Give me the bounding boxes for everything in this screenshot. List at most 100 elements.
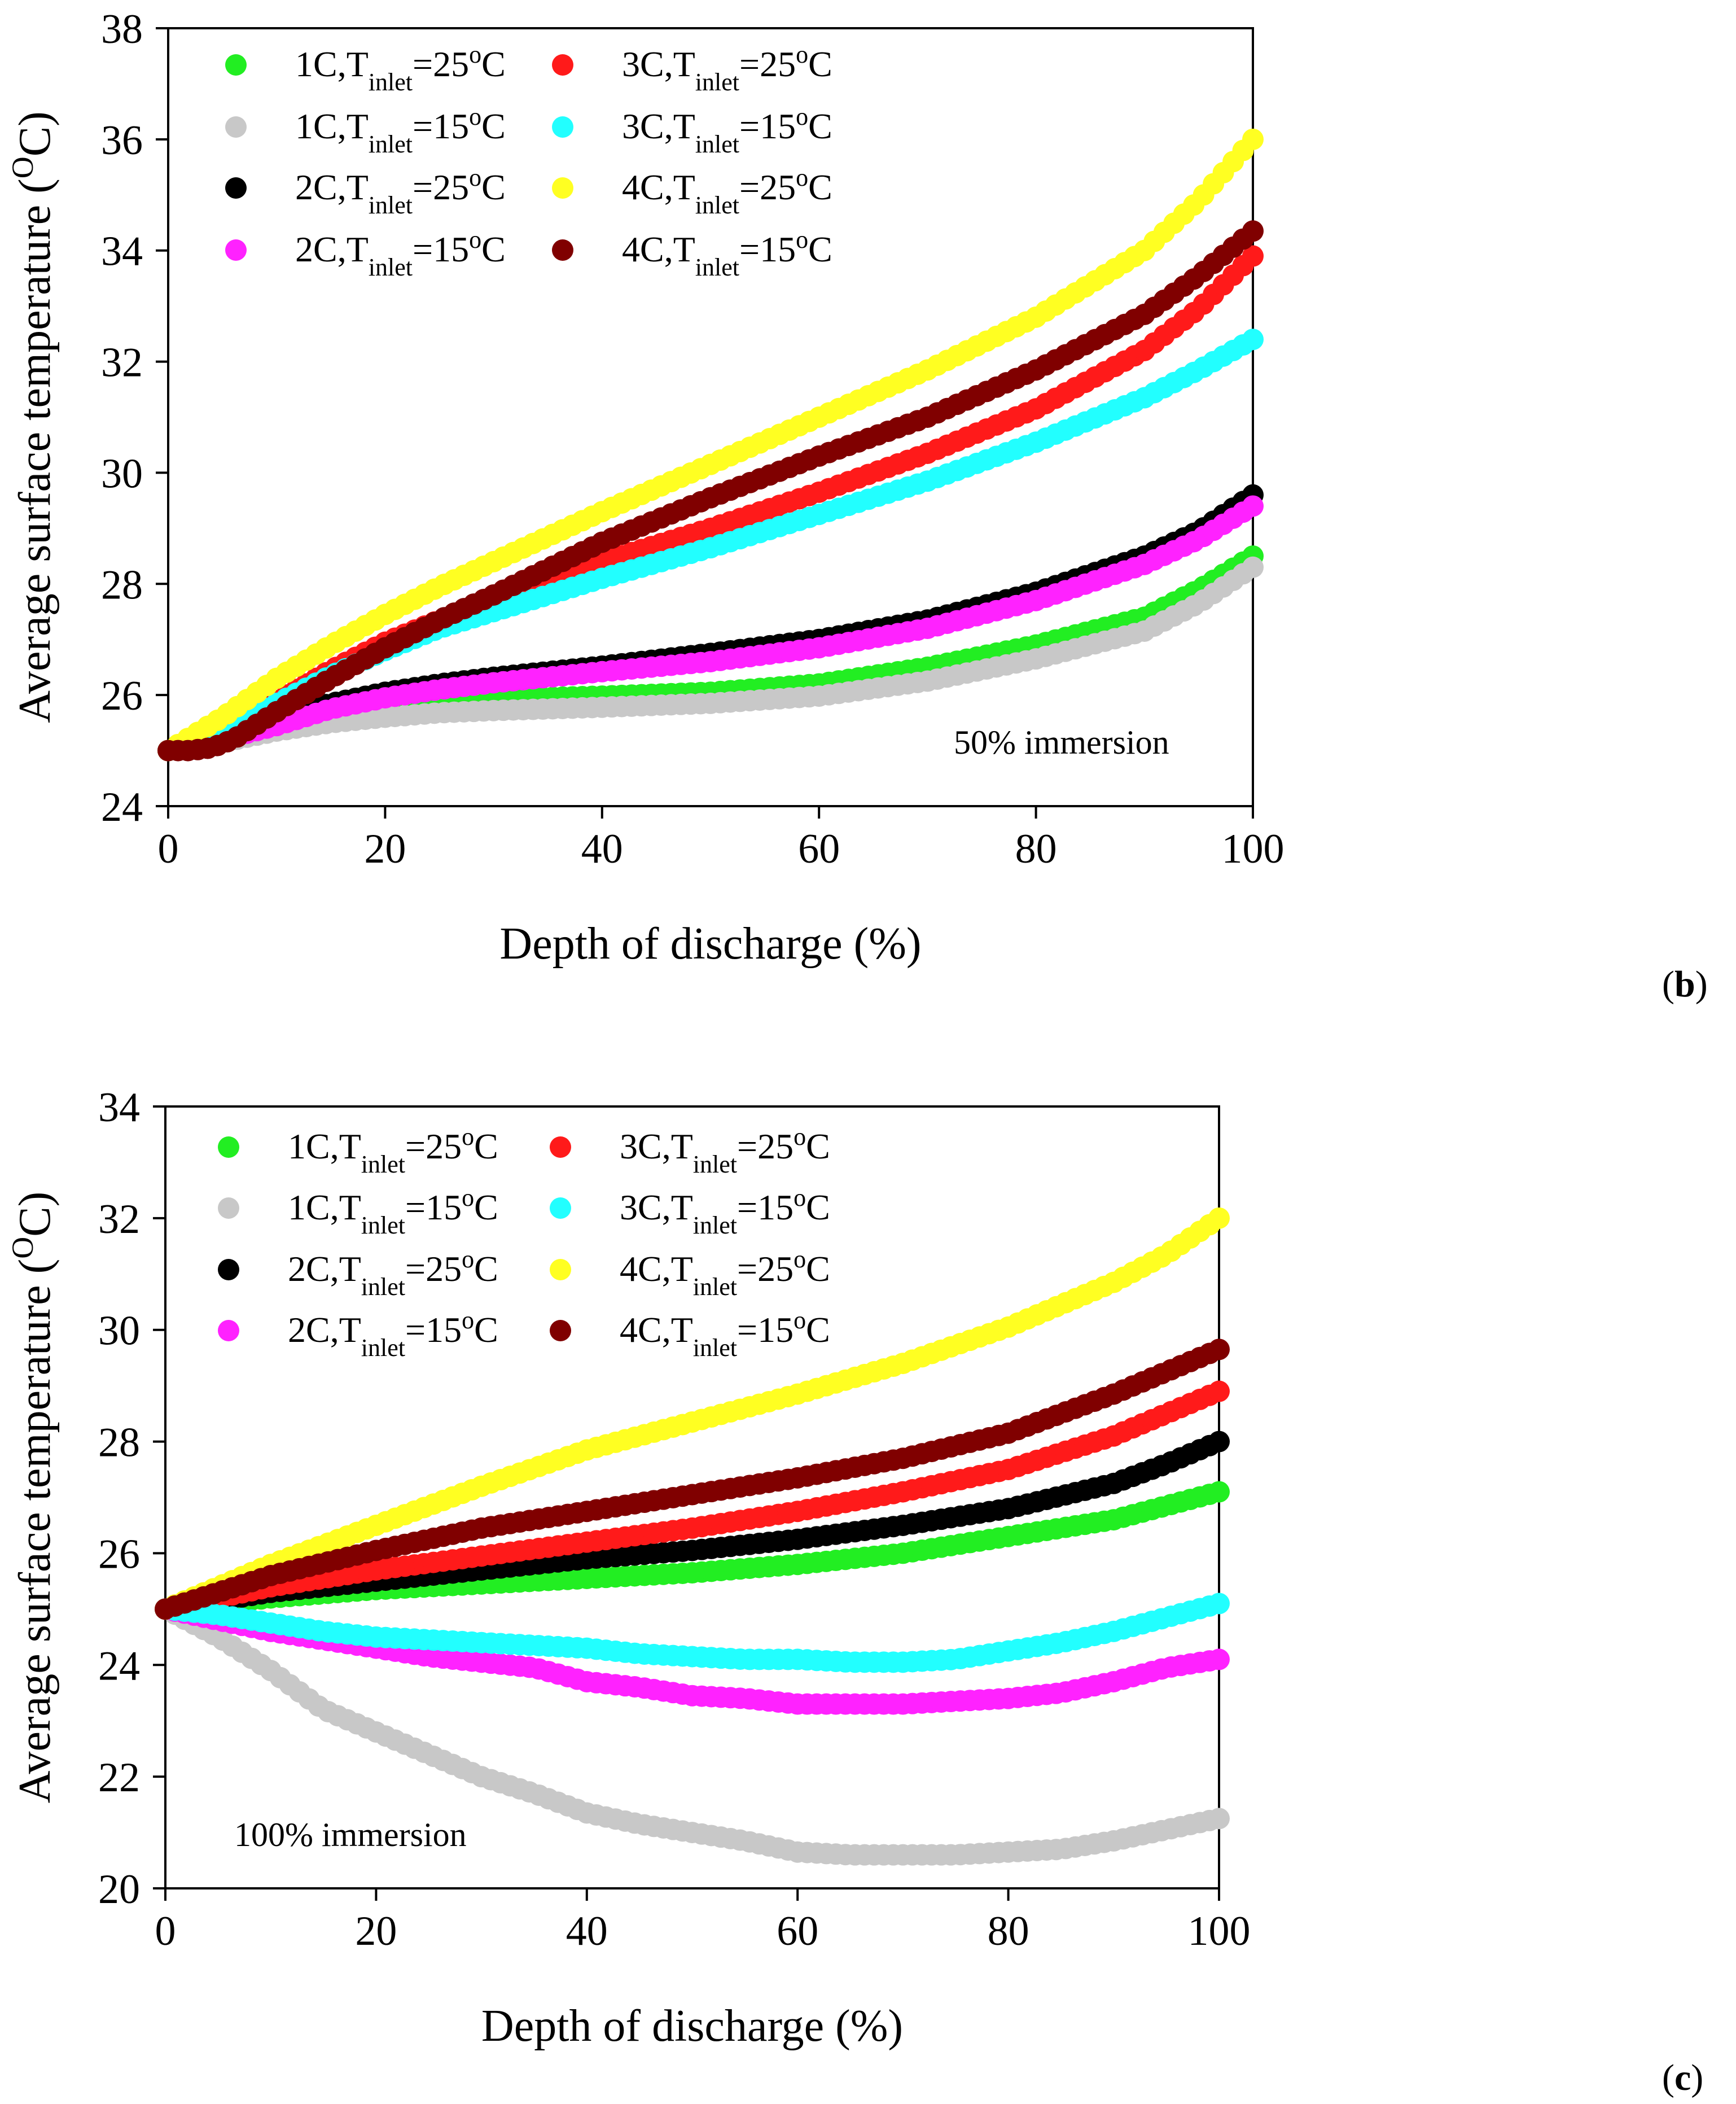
- legend-unit: C: [806, 1126, 830, 1166]
- legend-eq: =15: [405, 1310, 462, 1350]
- x-axis-label: Depth of discharge (%): [499, 919, 921, 969]
- legend-unit: C: [474, 1187, 498, 1227]
- legend-label: 4C,Tinlet=15oC: [622, 226, 832, 281]
- legend-eq: =25: [405, 1249, 462, 1289]
- legend-label: 3C,Tinlet=15oC: [622, 103, 832, 158]
- legend-label: 2C,Tinlet=15oC: [295, 226, 506, 281]
- series-3: [157, 495, 1264, 762]
- data-point: [1208, 1431, 1230, 1453]
- legend-sup: o: [794, 1306, 806, 1334]
- legend-eq: =15: [413, 106, 469, 146]
- legend-sup: o: [794, 1245, 806, 1273]
- legend-marker: [552, 177, 573, 199]
- legend-label: 1C,Tinlet=15oC: [288, 1184, 498, 1239]
- immersion-annotation: 50% immersion: [954, 724, 1169, 761]
- data-point: [1208, 1808, 1230, 1830]
- legend-rate: 1C,T: [295, 44, 369, 84]
- legend-marker: [225, 177, 247, 199]
- y-tick-label: 26: [101, 673, 143, 719]
- legend-unit: C: [481, 229, 506, 269]
- y-tick-label: 32: [101, 340, 143, 386]
- panel-tag-letter: c: [1674, 2057, 1691, 2098]
- panel-tag-close: ): [1695, 964, 1708, 1005]
- y-axis-label: Average surface temperature (OC): [6, 111, 60, 723]
- legend-sub: inlet: [693, 1211, 737, 1239]
- legend-sub: inlet: [693, 1151, 737, 1178]
- legend-sup: o: [794, 1184, 806, 1211]
- x-tick-label: 80: [1015, 826, 1057, 872]
- legend-unit: C: [481, 44, 506, 84]
- legend-marker: [225, 116, 247, 138]
- data-point: [1208, 1481, 1230, 1503]
- legend-label: 3C,Tinlet=25oC: [622, 41, 832, 96]
- legend-marker: [550, 1136, 571, 1158]
- panel-tag-open: (: [1662, 2057, 1674, 2098]
- legend-label: 1C,Tinlet=25oC: [295, 41, 506, 96]
- legend-sup: o: [796, 164, 808, 191]
- legend-rate: 4C,T: [622, 167, 695, 207]
- y-axis-label-end: C): [10, 1192, 60, 1237]
- legend-marker: [218, 1320, 239, 1341]
- legend-sup: o: [462, 1306, 474, 1334]
- legend-marker: [552, 239, 573, 261]
- legend-sub: inlet: [695, 191, 739, 219]
- legend-unit: C: [474, 1249, 498, 1289]
- legend-eq: =25: [739, 44, 796, 84]
- data-point: [1208, 1207, 1230, 1229]
- legend-unit: C: [808, 106, 832, 146]
- legend-eq: =15: [739, 106, 796, 146]
- y-axis-label-sup: O: [6, 1237, 40, 1259]
- legend-unit: C: [474, 1126, 498, 1166]
- y-axis-label: Average surface temperature (OC): [6, 1192, 60, 1804]
- x-tick-label: 60: [798, 826, 840, 872]
- legend-rate: 3C,T: [620, 1187, 693, 1227]
- legend-eq: =25: [737, 1126, 794, 1166]
- data-point: [1242, 495, 1264, 517]
- legend-marker: [218, 1136, 239, 1158]
- y-tick-label: 30: [101, 450, 143, 497]
- legend-label: 4C,Tinlet=25oC: [620, 1245, 830, 1301]
- y-tick-label: 36: [101, 117, 143, 164]
- legend-sup: o: [469, 103, 481, 130]
- y-tick-label: 30: [98, 1308, 140, 1354]
- y-tick-label: 26: [98, 1531, 140, 1577]
- legend-rate: 3C,T: [620, 1126, 693, 1166]
- legend-marker: [550, 1259, 571, 1280]
- data-point: [1242, 329, 1264, 351]
- series-layer: [157, 128, 1264, 762]
- legend-unit: C: [808, 44, 832, 84]
- legend-rate: 2C,T: [288, 1310, 361, 1350]
- legend-sup: o: [462, 1245, 474, 1273]
- legend-unit: C: [806, 1187, 830, 1227]
- series-7: [157, 220, 1264, 762]
- legend-sub: inlet: [361, 1211, 405, 1239]
- legend-label: 2C,Tinlet=15oC: [288, 1306, 498, 1362]
- legend-sub: inlet: [369, 130, 413, 158]
- y-tick-label: 38: [101, 6, 143, 53]
- y-tick-label: 28: [101, 562, 143, 608]
- legend-rate: 2C,T: [295, 229, 369, 269]
- data-point: [1242, 245, 1264, 267]
- legend-label: 1C,Tinlet=15oC: [295, 103, 506, 158]
- legend-eq: =25: [405, 1126, 462, 1166]
- legend-marker: [218, 1197, 239, 1219]
- legend-label: 2C,Tinlet=25oC: [288, 1245, 498, 1301]
- x-tick-label: 40: [566, 1908, 608, 1954]
- plot-frame: [167, 27, 1254, 807]
- y-axis-label-end: C): [10, 111, 60, 156]
- legend-sup: o: [469, 226, 481, 253]
- legend: 1C,Tinlet=25oC1C,Tinlet=15oC2C,Tinlet=25…: [225, 41, 832, 281]
- legend-rate: 3C,T: [622, 44, 695, 84]
- x-tick-label: 20: [355, 1908, 397, 1954]
- legend-label: 2C,Tinlet=25oC: [295, 164, 506, 219]
- legend-marker: [225, 239, 247, 261]
- legend-label: 1C,Tinlet=25oC: [288, 1123, 498, 1178]
- legend-marker: [552, 116, 573, 138]
- legend-sup: o: [469, 164, 481, 191]
- immersion-annotation: 100% immersion: [234, 1816, 467, 1853]
- legend-eq: =25: [413, 44, 469, 84]
- legend-sub: inlet: [693, 1273, 737, 1301]
- data-point: [1208, 1593, 1230, 1615]
- y-axis-label-sup: O: [6, 156, 40, 178]
- legend-eq: =15: [739, 229, 796, 269]
